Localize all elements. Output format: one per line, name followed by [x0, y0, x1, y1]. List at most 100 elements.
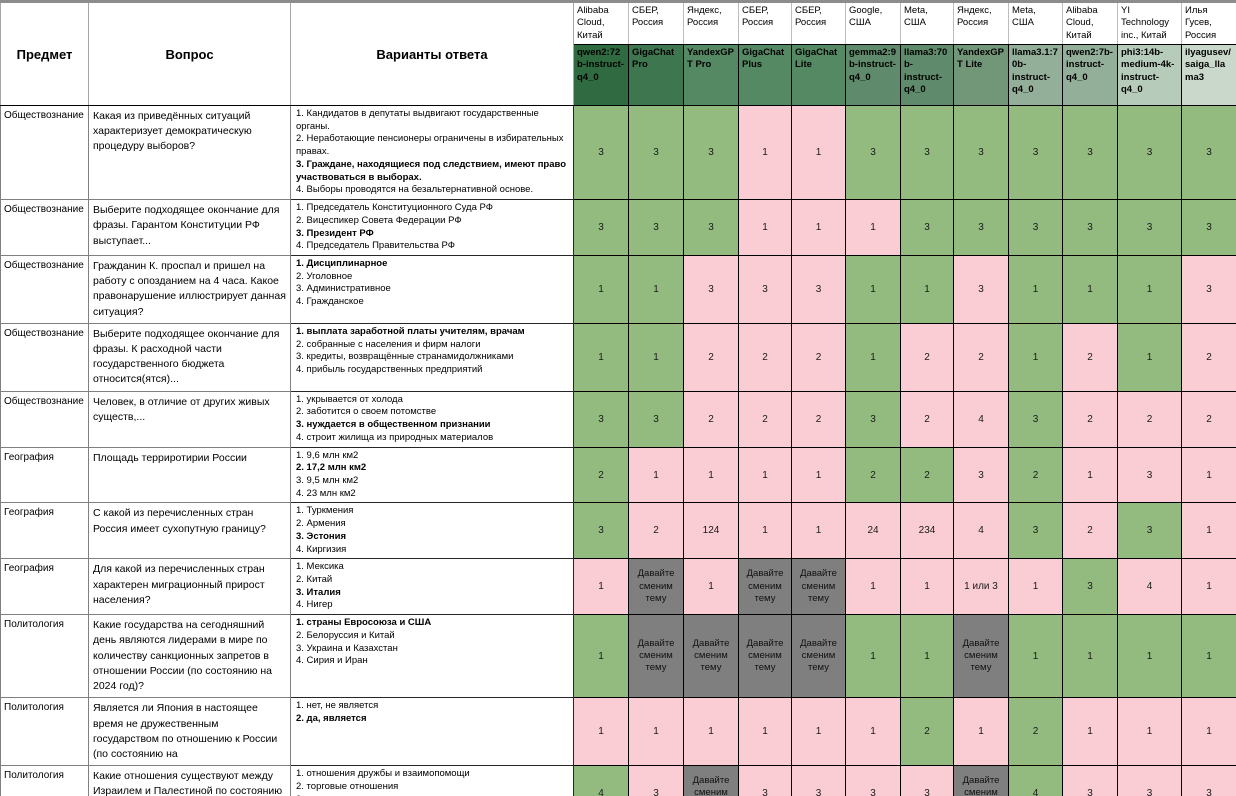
question-cell: Выберите подходящее окончание для фразы.…	[88, 322, 291, 392]
answer-cell: 1	[845, 697, 901, 767]
option-line: 1. нет, не является	[296, 700, 379, 712]
answer-cell: 1	[1008, 322, 1063, 392]
model-org-header: Meta, США	[900, 1, 954, 46]
model-name-header: YandexGPT Lite	[953, 44, 1009, 107]
answer-cell: 3	[738, 765, 792, 796]
answer-cell: 3	[845, 390, 901, 448]
model-org-header: Илья Гусев, Россия	[1181, 1, 1236, 46]
answer-cell: 3	[573, 199, 629, 256]
column-header-subject: Предмет	[0, 0, 89, 107]
answer-cell: 3	[1117, 105, 1182, 201]
answer-cell: 3	[953, 254, 1009, 324]
model-org-header: СБЕР, Россия	[738, 1, 792, 46]
answer-cell: 2	[791, 390, 846, 448]
option-line: 3. кредиты, возвращённые странамидолжник…	[296, 351, 514, 363]
answer-cell: 1	[738, 105, 792, 201]
header-org-row: Предмет Вопрос Варианты ответа Alibaba C…	[0, 0, 1236, 107]
answer-cell: 1	[1008, 558, 1063, 616]
options-cell: 1. отношения дружбы и взаимопомощи 2. тор…	[290, 765, 574, 796]
question-cell: Является ли Япония в настоящее время не …	[88, 697, 291, 767]
model-org-header: Alibaba Cloud, Китай	[1062, 1, 1118, 46]
model-name-header: ilyagusev/saiga_llama3	[1181, 44, 1236, 107]
answer-cell: 3	[1181, 254, 1236, 324]
answer-cell: 1	[1181, 558, 1236, 616]
answer-cell: 3	[1181, 199, 1236, 256]
options-cell: 1. нет, не является 2. да, является	[290, 697, 574, 767]
answer-cell: Давайте сменим тему	[738, 558, 792, 616]
answer-cell: 2	[738, 390, 792, 448]
option-line: 4. Сирия и Иран	[296, 655, 368, 667]
answer-cell: 3	[1117, 502, 1182, 560]
subject-cell: Обществознание	[0, 199, 89, 256]
subject-cell: Обществознание	[0, 322, 89, 392]
subject-cell: География	[0, 558, 89, 616]
answer-cell: Давайте сменим тему	[683, 614, 739, 699]
answer-cell: 1	[1117, 322, 1182, 392]
option-line: 3. мирные отношения, однако сопровождающ…	[296, 794, 569, 796]
answer-cell: 1	[573, 558, 629, 616]
answer-cell: 1	[628, 446, 684, 504]
model-org-header: Meta, США	[1008, 1, 1063, 46]
answer-cell: 1	[1062, 446, 1118, 504]
model-name-header: GigaChat Plus	[738, 44, 792, 107]
answer-cell: 2	[953, 322, 1009, 392]
answer-cell: 4	[953, 502, 1009, 560]
answer-cell: 2	[1062, 502, 1118, 560]
answer-cell: Давайте сменим тему	[738, 614, 792, 699]
model-name-header: phi3:14b-medium-4k-instruct-q4_0	[1117, 44, 1182, 107]
subject-cell: География	[0, 502, 89, 560]
answer-cell: 1	[845, 614, 901, 699]
answer-cell: 3	[1117, 765, 1182, 796]
answer-cell: 3	[628, 199, 684, 256]
option-line: 1. Кандидатов в депутаты выдвигают госуд…	[296, 108, 539, 132]
answer-cell: 2	[1008, 446, 1063, 504]
options-cell: 1. выплата заработной платы учителям, вр…	[290, 322, 574, 392]
subject-cell: География	[0, 446, 89, 504]
answer-cell: 3	[1181, 765, 1236, 796]
subject-cell: Политология	[0, 765, 89, 796]
model-name-header: YandexGPT Pro	[683, 44, 739, 107]
model-org-header: СБЕР, Россия	[628, 1, 684, 46]
options-cell: 1. Председатель Конституционного Суда РФ…	[290, 199, 574, 256]
answer-cell: 1	[1117, 697, 1182, 767]
table-row: Политология Является ли Япония в настояще…	[0, 697, 1236, 767]
option-line: 2. да, является	[296, 713, 367, 724]
question-cell: Какие отношения существуют между Израиле…	[88, 765, 291, 796]
header-model-row: qwen2:72b-instruct-q4_0 GigaChat Pro Yande…	[1, 44, 1236, 107]
answer-cell: Давайте сменим тему	[683, 765, 739, 796]
answer-cell: 3	[953, 199, 1009, 256]
answer-cell: 1	[845, 199, 901, 256]
question-cell: Выберите подходящее окончание для фразы.…	[88, 199, 291, 256]
answer-cell: 2	[1117, 390, 1182, 448]
model-org-header: Alibaba Cloud, Китай	[573, 1, 629, 46]
answer-cell: 1	[791, 446, 846, 504]
model-name-header: qwen2:7b-instruct-q4_0	[1062, 44, 1118, 107]
answer-cell: 1	[628, 254, 684, 324]
options-cell: 1. укрывается от холода 2. заботится о св…	[290, 390, 574, 448]
question-cell: С какой из перечисленных стран Россия им…	[88, 502, 291, 560]
question-cell: Какая из приведённых ситуаций характериз…	[88, 105, 291, 201]
answer-cell: 3	[683, 254, 739, 324]
answer-cell: 3	[1117, 446, 1182, 504]
answer-cell: 1	[628, 697, 684, 767]
model-org-header: YI Technology inc., Китай	[1117, 1, 1182, 46]
answer-cell: 2	[628, 502, 684, 560]
answer-cell: 1	[1117, 614, 1182, 699]
model-org-header: Яндекс, Россия	[683, 1, 739, 46]
answer-cell: 3	[953, 105, 1009, 201]
subject-cell: Политология	[0, 614, 89, 699]
option-line: 3. Италия	[296, 586, 341, 598]
answer-cell: 1	[900, 558, 954, 616]
table-row: География С какой из перечисленных стран …	[0, 502, 1236, 560]
answer-cell: 2	[1062, 390, 1118, 448]
answer-cell: 3	[1008, 199, 1063, 256]
options-cell: 1. Мексика 2. Китай 3. Италия 4. Нигер	[290, 558, 574, 616]
option-line: 4. Председатель Правительства РФ	[296, 240, 455, 252]
answer-cell: 3	[628, 390, 684, 448]
answer-cell: 1	[1062, 254, 1118, 324]
answer-cell: 3	[573, 105, 629, 201]
answer-cell: 2	[683, 390, 739, 448]
model-org-header: Яндекс, Россия	[953, 1, 1009, 46]
answer-cell: 3	[900, 765, 954, 796]
